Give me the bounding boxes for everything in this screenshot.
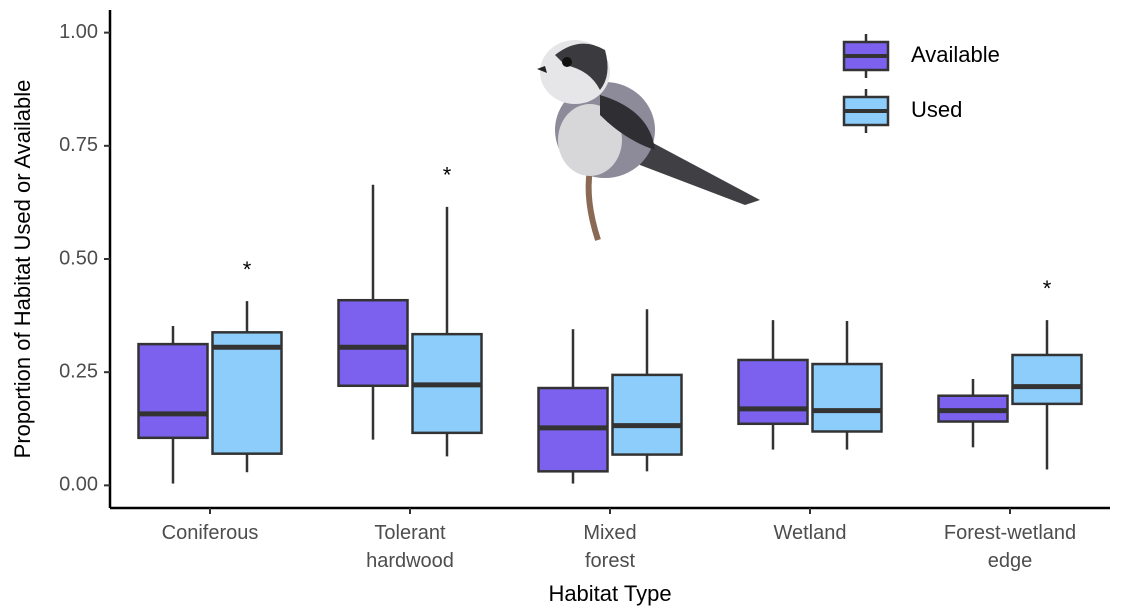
significance-marker: * (443, 163, 452, 188)
y-tick-label: 1.00 (59, 21, 98, 43)
legend-label: Used (911, 97, 962, 122)
box (739, 360, 808, 424)
y-tick-label: 0.50 (59, 247, 98, 269)
box (139, 344, 208, 438)
y-tick-label: 0.25 (59, 360, 98, 382)
box (339, 300, 408, 386)
box (813, 364, 882, 431)
x-axis-title: Habitat Type (548, 581, 671, 606)
y-tick-label: 0.75 (59, 134, 98, 156)
box (613, 375, 682, 455)
y-axis-title: Proportion of Habitat Used or Available (10, 80, 35, 459)
box (1013, 355, 1082, 404)
legend-label: Available (911, 42, 1000, 67)
y-tick-label: 0.00 (59, 474, 98, 496)
x-tick-label: Coniferous (162, 522, 259, 544)
x-tick-label: Wetland (773, 522, 846, 544)
significance-marker: * (1043, 276, 1052, 301)
chart: 0.00 0.25 0.50 0.75 1.00 Habitat Type Proporti… (0, 0, 1122, 609)
box (213, 332, 282, 453)
bird-illustration (537, 40, 760, 240)
significance-marker: * (243, 257, 252, 282)
